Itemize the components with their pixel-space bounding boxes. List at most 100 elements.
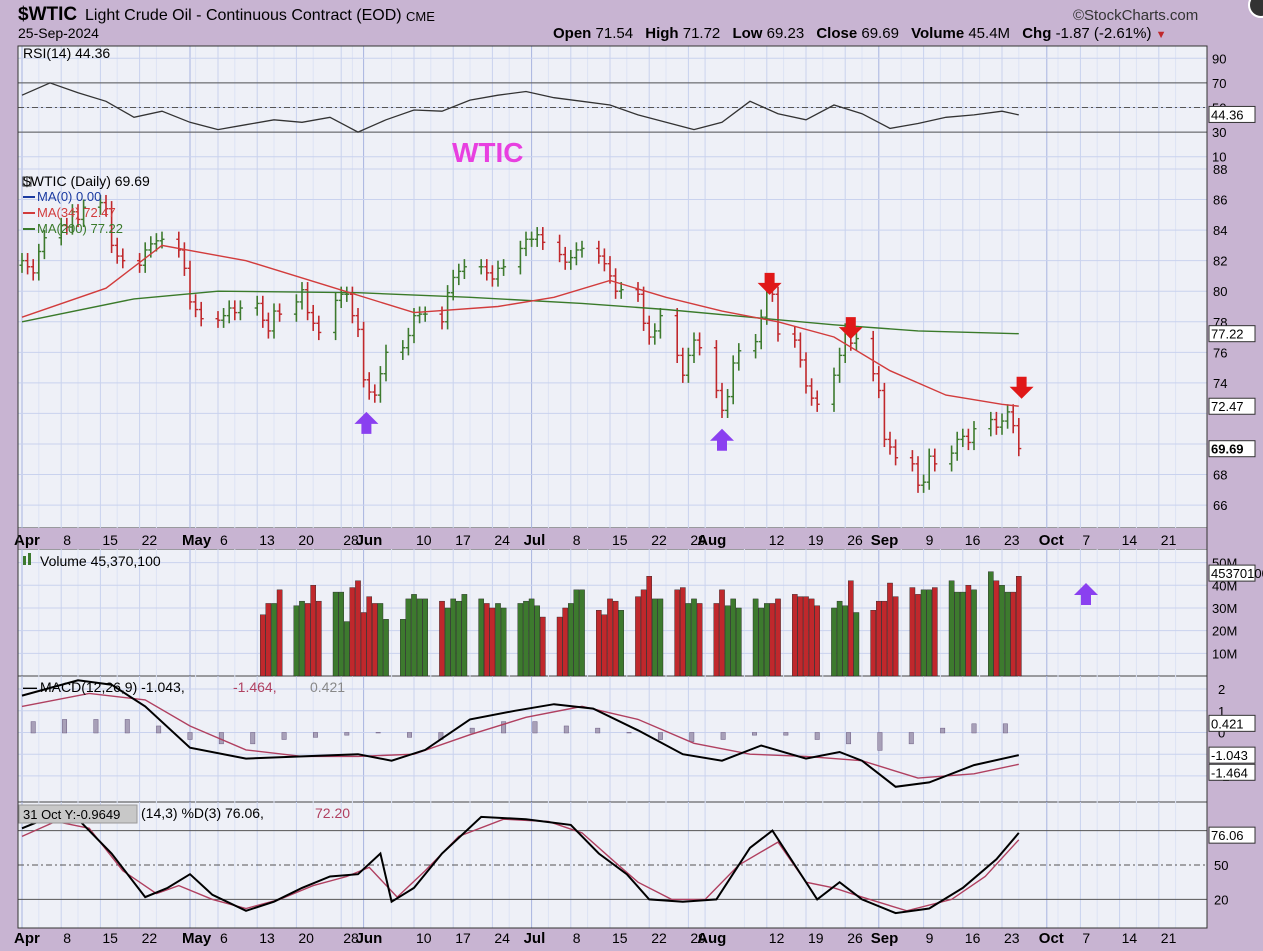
macd-signal-tag: -1.464: [1211, 765, 1248, 780]
volume-bar: [836, 600, 843, 677]
rsi-value-tag-box: [1208, 105, 1256, 123]
macd-hist-bar: [595, 727, 601, 734]
macd-hist-bar: [469, 727, 475, 734]
macd-hist-tag-box: [1208, 714, 1256, 732]
macd-title: MACD(12,26,9) -1.043,: [40, 679, 185, 695]
volume-bar: [752, 598, 759, 677]
ma200-line: [21, 290, 1019, 335]
volume-bar: [568, 603, 574, 677]
volume-bar: [607, 598, 613, 677]
macd-hist-bar: [156, 725, 162, 734]
price-tick-label: 86: [1213, 193, 1227, 208]
x-axis-label: 6: [220, 532, 228, 548]
volume-bar: [657, 598, 664, 677]
volume-bar: [540, 616, 546, 677]
volume-bar: [769, 603, 776, 677]
macd-hist-bar: [93, 719, 99, 734]
volume-bar: [814, 605, 820, 677]
x-axis-label-bottom: 9: [926, 930, 934, 946]
volume-bar: [730, 598, 736, 677]
volume-bar: [719, 589, 725, 677]
rsi-tick-label: 30: [1212, 125, 1226, 140]
last-close-tag-box: [1208, 440, 1256, 458]
volume-bar: [674, 589, 680, 677]
corner-menu-button[interactable]: [1248, 0, 1263, 18]
volume-bar: [1016, 576, 1022, 677]
volume-bar: [383, 619, 389, 677]
volume-bar: [517, 603, 524, 677]
x-axis-band-2: [18, 928, 1207, 951]
x-axis-label: Oct: [1039, 532, 1064, 549]
stoch-value-tag-box: [1208, 826, 1256, 844]
volume-bar: [842, 605, 848, 677]
macd-hist-bar: [971, 723, 977, 734]
volume-bar: [562, 607, 568, 677]
up-arrow-icon: [354, 411, 379, 434]
volume-bar: [461, 594, 468, 677]
stoch-k-line: [21, 815, 1020, 915]
chart-description: Light Crude Oil - Continuous Contract (E…: [85, 7, 402, 24]
volume-bar: [988, 571, 994, 677]
volume-bar: [372, 603, 378, 677]
volume-bar: [450, 598, 457, 677]
x-axis-label-bottom: Jun: [356, 930, 383, 947]
volume-bar: [556, 616, 563, 677]
volume-bar: [870, 610, 876, 677]
wtic-annotation: WTIC: [452, 137, 524, 168]
macd-hist-bar: [908, 732, 914, 745]
x-axis-label-bottom: 28: [343, 930, 359, 946]
x-axis-label: 15: [612, 532, 628, 548]
macd-hist-bar: [563, 725, 569, 734]
x-axis-label-bottom: 6: [220, 930, 228, 946]
macd-tick-label: 1: [1218, 704, 1225, 719]
stoch-d-line: [21, 818, 1020, 912]
macd-hist-bar: [1002, 723, 1008, 734]
x-axis-label-bottom: 22: [142, 930, 158, 946]
volume-label: Volume: [911, 25, 965, 42]
x-axis-label: Sep: [871, 532, 899, 549]
volume-value-tag: 45370100: [1211, 566, 1263, 581]
volume-bar: [360, 612, 367, 677]
x-axis-label-bottom: 16: [965, 930, 981, 946]
volume-bar: [685, 603, 692, 677]
volume-bar: [344, 621, 350, 677]
macd-hist-bar: [250, 732, 256, 745]
x-axis-label: 20: [298, 532, 314, 548]
x-axis-label: 17: [455, 532, 471, 548]
price-bar-icon: [22, 176, 32, 187]
volume-bar: [349, 587, 356, 677]
macd-hist-bar: [783, 732, 789, 736]
x-axis-label-bottom: 7: [1082, 930, 1090, 946]
volume-bar: [332, 591, 339, 677]
volume-bar: [523, 600, 529, 677]
chart-date: 25-Sep-2024: [18, 25, 99, 41]
volume-bar: [691, 598, 697, 677]
close-value: 69.69: [861, 25, 899, 42]
volume-bar: [999, 585, 1005, 677]
macd-hist-label: 0.421: [310, 679, 345, 695]
x-axis-label-bottom: 15: [102, 930, 118, 946]
volume-bar: [478, 598, 485, 677]
macd-hist-bar: [187, 732, 193, 740]
x-axis-label-bottom: 14: [1122, 930, 1138, 946]
volume-bar: [960, 591, 966, 677]
ma200-value-tag: 77.22: [1211, 327, 1244, 342]
rsi-tick-label: 90: [1212, 51, 1226, 66]
volume-bar: [495, 603, 501, 677]
macd-hist-bar: [62, 719, 68, 734]
volume-bar: [260, 614, 266, 677]
macd-hist-bar: [375, 732, 381, 734]
volume-bar: [758, 607, 764, 677]
x-axis-label: Jul: [524, 532, 546, 549]
x-axis-label: 10: [416, 532, 432, 548]
panel-price: [17, 168, 1208, 529]
macd-hist-bar: [344, 732, 350, 736]
x-axis-label: 21: [1161, 532, 1177, 548]
stoch-d-value: 72.20: [315, 805, 350, 821]
x-axis-label-bottom: 19: [808, 930, 824, 946]
up-arrow-icon: [1074, 583, 1098, 605]
macd-hist-bar: [689, 732, 695, 742]
volume-bar: [736, 607, 742, 677]
macd-hist-bar: [30, 721, 36, 734]
volume-bar: [831, 607, 837, 677]
